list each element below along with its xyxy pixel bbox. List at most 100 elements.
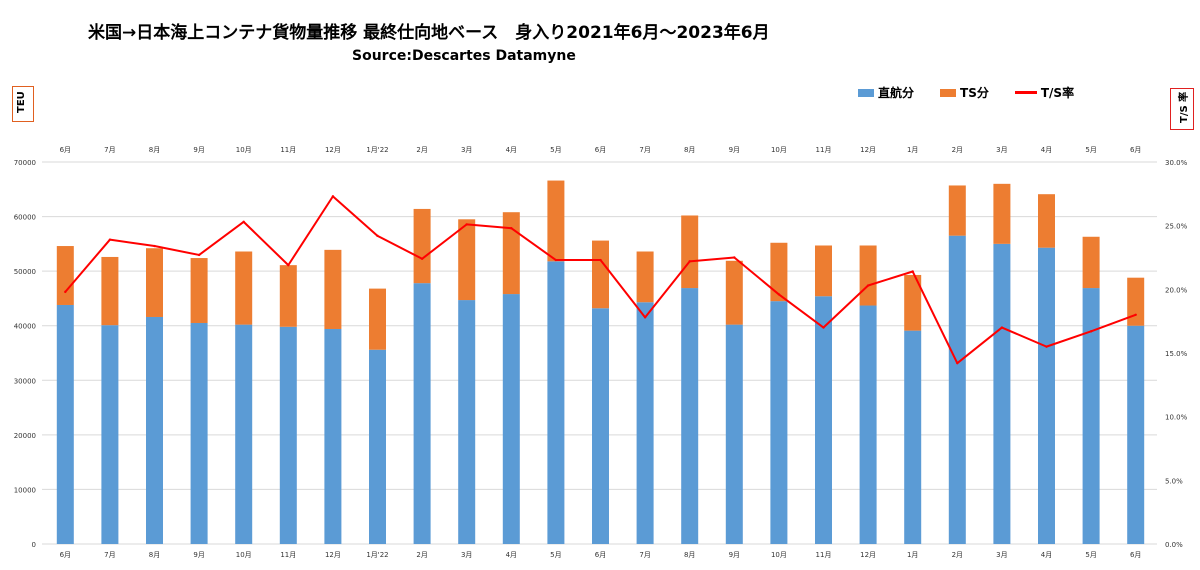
x-tick-label-top: 11月 <box>280 146 296 154</box>
x-tick-label-top: 12月 <box>860 146 876 154</box>
bar-direct <box>636 302 654 544</box>
legend-label-direct: 直航分 <box>878 86 915 100</box>
x-tick-label-top: 5月 <box>550 146 561 154</box>
x-tick-label-bottom: 6月 <box>1130 551 1141 559</box>
bar-ts <box>815 245 832 297</box>
rate-point <box>822 326 825 329</box>
rate-point <box>242 220 245 224</box>
bar-direct <box>815 296 832 544</box>
x-tick-label-top: 3月 <box>461 146 472 154</box>
y-left-tick-label: 30000 <box>14 377 36 385</box>
bar-direct <box>502 294 520 544</box>
x-tick-label-bottom: 2月 <box>416 551 427 559</box>
x-tick-label-bottom: 1月 <box>907 551 918 559</box>
x-tick-label-bottom: 2月 <box>952 551 963 559</box>
legend-swatch-ts <box>940 88 957 97</box>
y-right-tick-label: 15.0% <box>1165 350 1188 358</box>
bar-ts <box>592 240 609 309</box>
bar-ts <box>636 251 654 303</box>
y-left-tick-label: 0 <box>32 541 36 549</box>
bar-direct <box>1082 288 1100 544</box>
x-tick-label-bottom: 7月 <box>104 551 115 559</box>
y-right-tick-label: 25.0% <box>1165 223 1188 231</box>
y-right-tick-label: 0.0% <box>1165 541 1183 549</box>
bar-direct <box>1127 325 1145 544</box>
bar-direct <box>279 326 297 544</box>
bar-ts <box>859 245 877 306</box>
rate-point <box>1134 313 1137 316</box>
bar-direct <box>146 316 163 544</box>
y-left-tick-label: 10000 <box>14 486 36 494</box>
bar-direct <box>859 305 877 544</box>
right-axis-unit-box: T/S 率 <box>1170 88 1194 130</box>
rate-point <box>108 238 112 241</box>
bar-ts <box>279 265 297 327</box>
bar-direct <box>725 324 743 544</box>
rate-point <box>1089 330 1093 333</box>
bar-direct <box>324 328 342 544</box>
rate-point <box>956 361 959 365</box>
bar-direct <box>413 283 431 544</box>
bar-ts <box>502 212 520 295</box>
rate-point <box>420 257 424 260</box>
rate-point <box>866 284 870 287</box>
rate-point <box>64 290 67 294</box>
bar-ts <box>190 258 208 323</box>
bar-ts <box>146 248 163 317</box>
bar-ts <box>1082 236 1100 289</box>
x-tick-label-bottom: 10月 <box>236 551 252 559</box>
y-left-tick-label: 70000 <box>14 159 36 167</box>
x-tick-label-top: 11月 <box>816 146 832 154</box>
rate-point <box>197 253 201 257</box>
bar-direct <box>681 288 699 544</box>
x-tick-label-bottom: 5月 <box>550 551 561 559</box>
x-tick-label-top: 12月 <box>325 146 341 154</box>
bar-ts <box>725 260 743 325</box>
rate-point <box>643 316 647 319</box>
x-tick-label-top: 5月 <box>1085 146 1096 154</box>
bar-ts <box>993 183 1011 244</box>
bar-direct <box>1038 247 1055 545</box>
x-tick-label-top: 9月 <box>729 146 740 154</box>
left-axis-unit-box: TEU <box>12 86 34 122</box>
rate-point <box>554 258 558 262</box>
bar-ts <box>770 242 788 302</box>
bar-direct <box>770 301 788 544</box>
x-tick-label-bottom: 10月 <box>771 551 787 559</box>
bar-direct <box>369 349 386 544</box>
x-tick-label-top: 6月 <box>1130 146 1141 154</box>
bar-direct <box>904 330 922 544</box>
rate-point <box>777 293 781 296</box>
legend-swatch-rate <box>1014 91 1037 94</box>
x-tick-label-bottom: 3月 <box>461 551 472 559</box>
x-tick-label-top: 3月 <box>996 146 1007 154</box>
x-tick-label-bottom: 11月 <box>816 551 832 559</box>
legend-item-ts: TS分 <box>940 84 989 101</box>
x-tick-label-bottom: 6月 <box>595 551 606 559</box>
rate-point <box>465 223 468 226</box>
rate-point <box>733 256 736 259</box>
x-tick-label-bottom: 6月 <box>60 551 71 559</box>
bar-ts <box>235 251 253 325</box>
x-tick-label-top: 6月 <box>60 146 71 154</box>
x-tick-label-top: 4月 <box>506 146 517 154</box>
rate-point <box>331 195 335 198</box>
x-tick-label-top: 10月 <box>771 146 787 154</box>
bar-direct <box>993 243 1011 544</box>
legend-label-ts: TS分 <box>960 86 989 100</box>
y-right-tick-label: 5.0% <box>1165 477 1183 485</box>
rate-point <box>911 270 914 273</box>
x-tick-label-bottom: 8月 <box>149 551 160 559</box>
bar-direct <box>547 261 565 544</box>
y-right-tick-label: 30.0% <box>1165 159 1188 167</box>
legend-label-rate: T/S率 <box>1040 86 1075 100</box>
x-tick-label-top: 1月'22 <box>366 146 388 154</box>
legend-item-direct: 直航分 <box>858 84 914 101</box>
y-right-tick-label: 10.0% <box>1165 414 1188 422</box>
legend-item-rate: T/S率 <box>1014 84 1075 101</box>
x-tick-label-bottom: 9月 <box>729 551 740 559</box>
bar-direct <box>56 304 74 544</box>
rate-point <box>510 227 513 230</box>
chart-subtitle: Source:Descartes Datamyne <box>352 48 576 64</box>
